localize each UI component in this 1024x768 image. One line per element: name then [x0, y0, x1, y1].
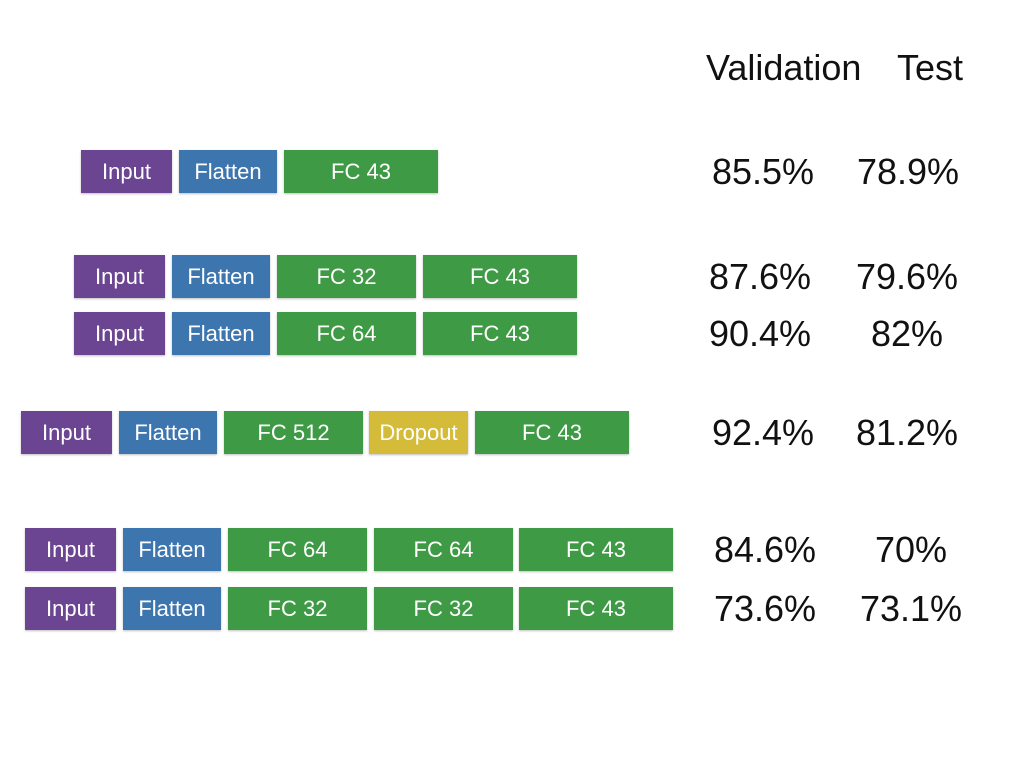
flatten-layer-block: Flatten: [172, 312, 270, 355]
test-accuracy: 81.2%: [855, 412, 959, 453]
validation-accuracy: 85.5%: [711, 151, 815, 192]
validation-accuracy: 87.6%: [708, 256, 812, 297]
fc-layer-block: FC 64: [374, 528, 513, 571]
fc-layer-block: FC 32: [374, 587, 513, 630]
validation-accuracy: 92.4%: [711, 412, 815, 453]
fc-layer-block: FC 43: [423, 312, 577, 355]
flatten-layer-block: Flatten: [179, 150, 277, 193]
fc-layer-block: FC 512: [224, 411, 363, 454]
input-layer-block: Input: [74, 312, 165, 355]
model-row: Input Flatten FC 32 FC 32 FC 43 73.6% 73.1%: [0, 587, 1024, 630]
input-layer-block: Input: [25, 587, 116, 630]
input-layer-block: Input: [21, 411, 112, 454]
fc-layer-block: FC 43: [423, 255, 577, 298]
model-row: Input Flatten FC 32 FC 43 87.6% 79.6%: [0, 255, 1024, 298]
flatten-layer-block: Flatten: [123, 528, 221, 571]
validation-accuracy: 84.6%: [713, 529, 817, 570]
fc-layer-block: FC 32: [277, 255, 416, 298]
flatten-layer-block: Flatten: [119, 411, 217, 454]
fc-layer-block: FC 43: [284, 150, 438, 193]
input-layer-block: Input: [74, 255, 165, 298]
fc-layer-block: FC 32: [228, 587, 367, 630]
model-row: Input Flatten FC 64 FC 43 90.4% 82%: [0, 312, 1024, 355]
fc-layer-block: FC 43: [475, 411, 629, 454]
dropout-layer-block: Dropout: [369, 411, 468, 454]
validation-accuracy: 90.4%: [708, 313, 812, 354]
validation-accuracy: 73.6%: [713, 588, 817, 629]
fc-layer-block: FC 43: [519, 528, 673, 571]
test-accuracy: 78.9%: [856, 151, 960, 192]
test-header: Test: [897, 47, 964, 88]
fc-layer-block: FC 43: [519, 587, 673, 630]
fc-layer-block: FC 64: [228, 528, 367, 571]
model-row: Input Flatten FC 512 Dropout FC 43 92.4% 81.2%: [0, 411, 1024, 454]
model-row: Input Flatten FC 64 FC 64 FC 43 84.6% 70%: [0, 528, 1024, 571]
model-row: Input Flatten FC 43 85.5% 78.9%: [0, 150, 1024, 193]
validation-header: Validation: [706, 47, 862, 88]
input-layer-block: Input: [81, 150, 172, 193]
test-accuracy: 79.6%: [855, 256, 959, 297]
flatten-layer-block: Flatten: [172, 255, 270, 298]
test-accuracy: 82%: [870, 313, 944, 354]
flatten-layer-block: Flatten: [123, 587, 221, 630]
fc-layer-block: FC 64: [277, 312, 416, 355]
test-accuracy: 73.1%: [859, 588, 963, 629]
test-accuracy: 70%: [874, 529, 948, 570]
input-layer-block: Input: [25, 528, 116, 571]
